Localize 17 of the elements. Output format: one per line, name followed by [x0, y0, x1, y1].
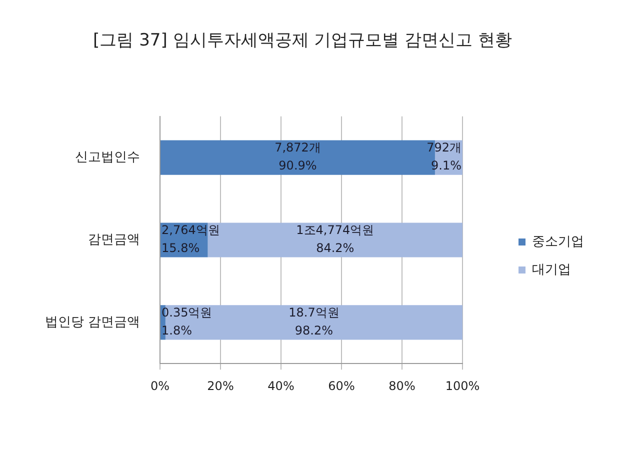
x-tick-label: 20% [207, 378, 234, 393]
x-tick-label: 100% [445, 378, 480, 393]
legend-label: 대기업 [532, 262, 571, 278]
data-label: 792개 9.1% [426, 140, 462, 173]
x-tick-label: 60% [328, 378, 355, 393]
y-tick-label: 법인당 감면금액 [44, 314, 140, 330]
x-tick-label: 80% [388, 378, 416, 393]
chart-title: [그림 37] 임시투자세액공제 기업규모별 감면신고 현황 [93, 30, 512, 51]
legend-label: 중소기업 [532, 234, 584, 250]
x-tick-label: 0% [150, 378, 170, 393]
data-label: 7,872개 90.9% [274, 140, 321, 173]
y-tick-label: 감면금액 [88, 232, 140, 248]
data-label: 0.35억원 1.8% [162, 306, 212, 338]
y-tick-label: 신고법인수 [75, 150, 140, 165]
data-label: 1조4,774억원 84.2% [296, 223, 374, 256]
x-tick-label: 40% [268, 378, 294, 393]
data-label: 18.7억원 98.2% [288, 306, 340, 338]
